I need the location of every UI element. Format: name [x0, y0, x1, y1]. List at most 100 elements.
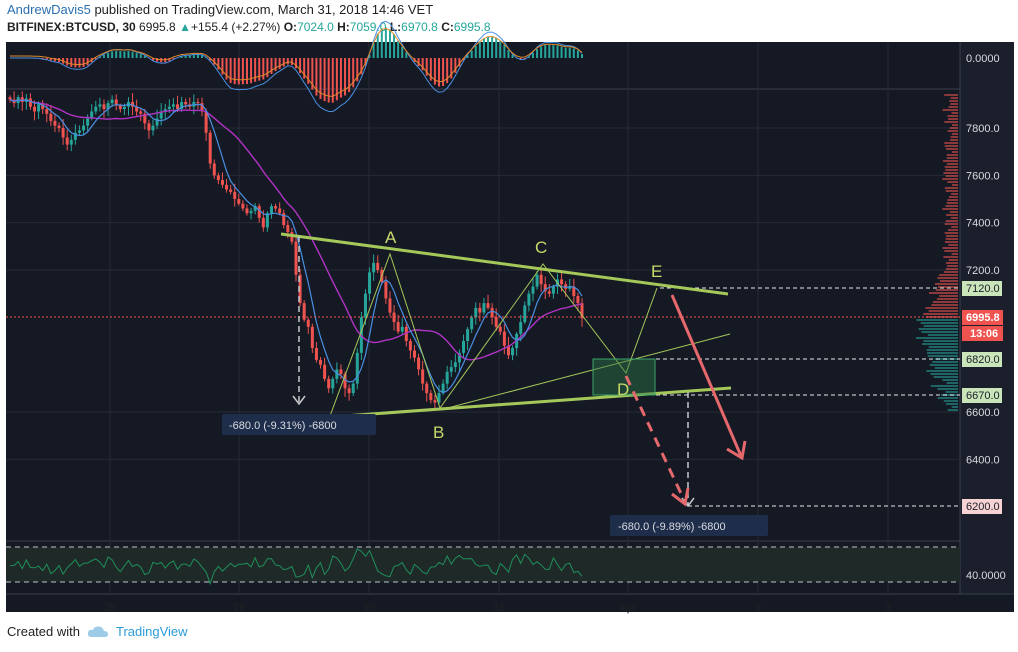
point-c-label: C	[535, 238, 547, 257]
candle-body	[269, 206, 273, 214]
volume-profile-bar	[951, 124, 958, 126]
volume-profile-bar	[946, 202, 958, 204]
volume-profile-bar	[947, 265, 958, 267]
volume-profile-bar	[951, 151, 958, 153]
volume-profile-bar	[943, 172, 958, 174]
volume-profile-bar	[936, 298, 958, 300]
candle-body	[502, 331, 506, 346]
candle-body	[249, 210, 253, 214]
volume-profile-bar	[945, 190, 958, 192]
volume-profile-bar	[951, 226, 958, 228]
candle-body	[245, 208, 249, 214]
volume-profile-bar	[946, 163, 958, 165]
volume-profile-bar	[951, 253, 958, 255]
candle-body	[20, 97, 24, 102]
candle-body	[372, 262, 376, 273]
oscillator-bottom-label: 40.0000	[966, 570, 1006, 582]
candle-body	[453, 362, 457, 368]
candle-body	[400, 326, 404, 332]
volume-profile-bar	[945, 169, 958, 171]
candle-body	[408, 341, 412, 351]
measurement-2-text: -680.0 (-9.89%) -6800	[618, 521, 726, 533]
volume-profile-bar	[943, 271, 958, 273]
candle-body	[135, 106, 139, 112]
candle-body	[376, 262, 380, 270]
created-with-label: Created with	[7, 624, 80, 639]
volume-profile-bar	[929, 364, 958, 366]
candle-body	[417, 357, 421, 370]
volume-profile-bar	[930, 385, 958, 387]
candle-body	[212, 163, 216, 176]
volume-profile-bar	[932, 361, 958, 363]
level-2-price-tag	[962, 388, 1002, 403]
volume-profile-bar	[948, 196, 958, 198]
volume-profile-bar	[922, 343, 958, 345]
volume-profile-bar	[945, 262, 958, 264]
y-tick-label: 6600.0	[966, 407, 1000, 419]
volume-profile-bar	[930, 373, 958, 375]
candle-body	[106, 103, 110, 110]
candle-body	[69, 139, 73, 145]
entry-zone-box	[592, 358, 656, 396]
footer: Created with TradingView	[7, 624, 188, 639]
candle-body	[490, 307, 494, 318]
volume-profile-bar	[951, 112, 958, 114]
measurement-2-box	[610, 515, 768, 536]
measurement-1-text: -680.0 (-9.31%) -6800	[229, 420, 337, 432]
candle-body	[282, 213, 286, 226]
x-tick-label: 28	[104, 602, 116, 614]
volume-profile-bar	[925, 307, 958, 309]
candle-body	[314, 348, 318, 360]
volume-profile-bar	[943, 256, 958, 258]
candle-body	[265, 213, 269, 228]
candle-body	[278, 208, 282, 214]
volume-profile-bar	[927, 334, 958, 336]
candle-body	[261, 217, 265, 228]
candle-body	[531, 286, 535, 294]
x-tick-label: Apr	[619, 602, 636, 614]
point-d-label: D	[617, 380, 629, 399]
volume-profile-bar	[915, 337, 958, 339]
candle-body	[274, 206, 278, 209]
price-axis-ticks: 7800.0 7600.0 7400.0 7200.0 6600.0 6400.0	[966, 123, 1000, 466]
candle-body	[110, 99, 114, 104]
candle-body	[306, 319, 310, 327]
macd-oscillator-pane	[10, 20, 583, 113]
close-value: 6995.8	[453, 20, 491, 34]
candle-body	[196, 101, 200, 104]
volume-profile-bar	[944, 187, 958, 189]
volume-profile-bar	[948, 106, 958, 108]
candle-body	[8, 97, 12, 100]
volume-profile-bar	[939, 280, 958, 282]
tradingview-link[interactable]: TradingView	[115, 624, 188, 639]
author-link[interactable]: AndrewDavis5	[7, 2, 91, 17]
candle-body	[576, 296, 580, 304]
volume-profile-bar	[921, 331, 958, 333]
last-price-tag	[962, 310, 1003, 325]
candle-body	[527, 293, 531, 306]
candle-body	[433, 400, 437, 403]
publish-line: AndrewDavis5 published on TradingView.co…	[7, 2, 433, 17]
candle-body	[184, 101, 188, 105]
y-tick-label: 7200.0	[966, 265, 1000, 277]
volume-profile-bar	[944, 121, 958, 123]
volume-profile-bar	[950, 97, 958, 99]
candle-body	[298, 274, 302, 304]
candle-body	[396, 322, 400, 332]
volume-profile-bar	[947, 199, 958, 201]
candle-body	[118, 105, 122, 110]
candle-body	[384, 281, 388, 299]
candle-body	[543, 284, 547, 292]
candle-body	[441, 383, 445, 394]
target-price-text: 6200.0	[966, 501, 1000, 513]
level-2-price-text: 6670.0	[966, 390, 1000, 402]
candle-body	[200, 103, 204, 112]
volume-profile-bar	[944, 241, 958, 243]
volume-profile	[915, 94, 958, 411]
projection-arrowhead-solid	[726, 440, 747, 461]
volume-profile-bar	[945, 403, 958, 405]
volume-profile-bar	[950, 136, 958, 138]
volume-profile-bar	[950, 103, 958, 105]
volume-profile-bar	[947, 118, 958, 120]
